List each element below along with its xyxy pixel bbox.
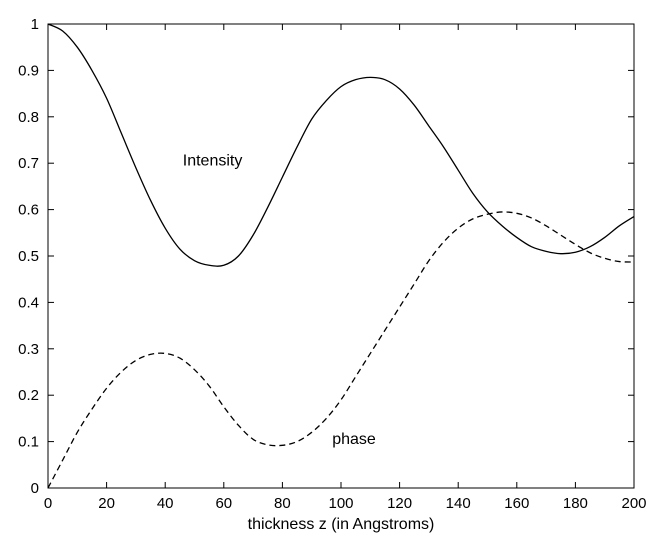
x-tick-label: 120: [387, 495, 412, 512]
y-tick-label: 1: [31, 16, 39, 33]
axis-ticks: 0 20 40 60 80 100 120 140 160 180 200 0 0.1 0.2 0.3 0.4…: [18, 16, 646, 512]
y-tick-label: 0.3: [18, 341, 39, 358]
x-tick-label: 80: [274, 495, 291, 512]
annotation-intensity: Intensity: [183, 153, 243, 170]
x-tick-label: 40: [157, 495, 174, 512]
series-line-intensity: [47, 23, 635, 267]
y-tick-label: 0: [31, 480, 39, 497]
x-tick-label: 20: [98, 495, 115, 512]
y-tick-label: 0.4: [18, 294, 39, 311]
annotation-phase: phase: [332, 431, 376, 448]
y-tick-label: 0.5: [18, 248, 39, 265]
x-tick-label: 0: [44, 495, 52, 512]
y-tick-label: 0.2: [18, 387, 39, 404]
plot-frame: [47, 23, 635, 489]
y-tick-label: 0.7: [18, 155, 39, 172]
x-tick-label: 160: [504, 495, 529, 512]
x-tick-label: 60: [215, 495, 232, 512]
x-tick-label: 140: [446, 495, 471, 512]
series-layer: [47, 23, 635, 489]
annotation-layer: Intensity phase: [183, 153, 376, 448]
y-tick-label: 0.1: [18, 434, 39, 451]
x-tick-label: 100: [328, 495, 353, 512]
series-line-phase: [47, 211, 635, 489]
y-tick-label: 0.9: [18, 62, 39, 79]
y-tick-label: 0.6: [18, 202, 39, 219]
y-tick-label: 0.8: [18, 109, 39, 126]
x-axis-label: thickness z (in Angstroms): [248, 516, 435, 533]
x-tick-label: 180: [563, 495, 588, 512]
x-tick-label: 200: [621, 495, 646, 512]
